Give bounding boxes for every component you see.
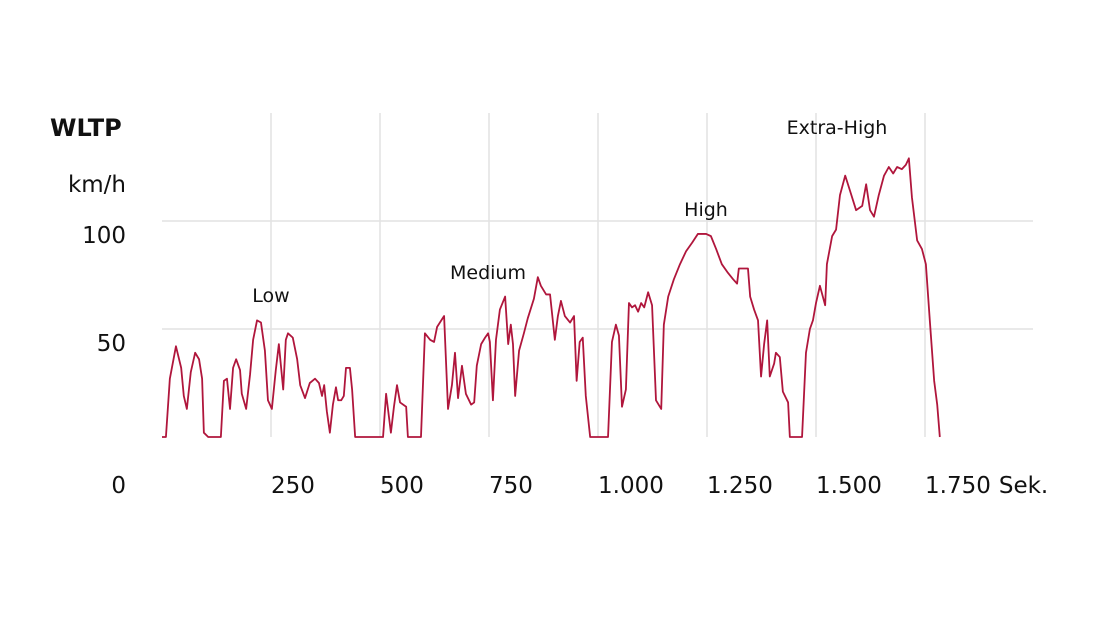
annotation: High [684,199,728,221]
y-axis-label: km/h [68,172,126,198]
x-axis-label: Sek. [999,473,1048,499]
x-tick-label: 1.250 [707,473,773,499]
x-tick-label: 250 [271,473,315,499]
y-tick-label: 100 [82,223,126,249]
x-tick-label: 1.750 [925,473,991,499]
y-tick-label: 0 [111,473,126,499]
x-tick-label: 750 [489,473,533,499]
data-line [162,157,941,438]
annotation: Medium [450,262,526,284]
annotation: Low [252,285,289,307]
chart-title: WLTP [50,114,122,142]
y-tick-label: 50 [97,331,126,357]
x-tick-label: 1.500 [816,473,882,499]
x-tick-label: 500 [380,473,424,499]
annotation: Extra-High [787,117,888,139]
x-tick-label: 1.000 [598,473,664,499]
